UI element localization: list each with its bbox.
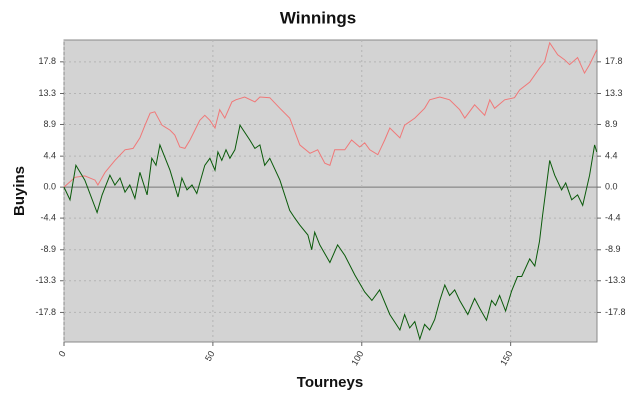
y-tick-label: -13.3 [35, 275, 56, 285]
y-tick-label: -4.4 [40, 212, 56, 222]
y-tick-label: 17.8 [38, 56, 56, 66]
x-tick-label: 150 [498, 349, 514, 367]
plot-area [63, 39, 598, 343]
y-tick-label: 4.4 [43, 151, 56, 161]
y-tick-label: -8.9 [40, 244, 56, 254]
y-tick-label: -13.3 [605, 275, 626, 285]
y-tick-label: 0.0 [43, 182, 56, 192]
x-axis-title: Tourneys [297, 374, 363, 391]
line [63, 123, 598, 341]
y-tick-label: -17.8 [35, 307, 56, 317]
y-tick-label: 4.4 [605, 151, 618, 161]
line [63, 41, 598, 188]
y-tick-label: -4.4 [605, 212, 621, 222]
y-tick-label: 17.8 [605, 56, 623, 66]
y-tick-label: -17.8 [605, 307, 626, 317]
y-tick-label: 13.3 [38, 88, 56, 98]
y-tick-label: 13.3 [605, 88, 623, 98]
x-tick-label: 100 [349, 349, 365, 367]
y-tick-label: 0.0 [605, 182, 618, 192]
y-tick-label: 8.9 [605, 119, 618, 129]
x-tick-label: 0 [57, 349, 68, 358]
chart-title: Winnings [280, 8, 356, 27]
x-tick-label: 50 [203, 349, 217, 363]
y-axis-title: Buyins [11, 166, 28, 216]
y-tick-label: -8.9 [605, 244, 621, 254]
y-tick-label: 8.9 [43, 119, 56, 129]
